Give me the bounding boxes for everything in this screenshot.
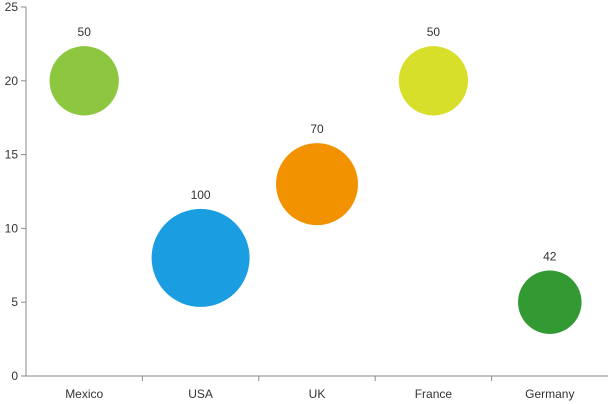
bubble-uk[interactable] bbox=[276, 143, 358, 226]
x-tick-label: Germany bbox=[525, 387, 574, 401]
bubble-value-label: 50 bbox=[427, 25, 441, 39]
y-tick-label: 0 bbox=[11, 369, 18, 383]
bubble-value-label: 100 bbox=[191, 188, 211, 202]
bubble-value-labels: 50 100 70 50 42 bbox=[78, 25, 557, 263]
y-tick-label: 15 bbox=[5, 148, 19, 162]
bubble-value-label: 70 bbox=[310, 122, 324, 136]
x-tick-label: Mexico bbox=[65, 387, 103, 401]
y-tick-label: 25 bbox=[5, 0, 19, 14]
x-tick-label: USA bbox=[188, 387, 213, 401]
x-tick-label: UK bbox=[309, 387, 326, 401]
bubble-value-label: 42 bbox=[543, 249, 557, 263]
y-tick-label: 20 bbox=[5, 74, 19, 88]
x-tick-label: France bbox=[415, 387, 453, 401]
y-tick-label: 5 bbox=[11, 295, 18, 309]
bubble-germany[interactable] bbox=[518, 270, 582, 334]
bubble-usa[interactable] bbox=[151, 208, 250, 307]
axes: 0 5 10 15 20 25 Mexico USA UK France Germany bbox=[5, 0, 608, 401]
bubble-france[interactable] bbox=[398, 46, 469, 116]
bubble-mexico[interactable] bbox=[49, 46, 119, 116]
bubble-value-label: 50 bbox=[78, 25, 92, 39]
y-tick-label: 10 bbox=[5, 221, 19, 235]
bubble-series bbox=[49, 46, 582, 334]
